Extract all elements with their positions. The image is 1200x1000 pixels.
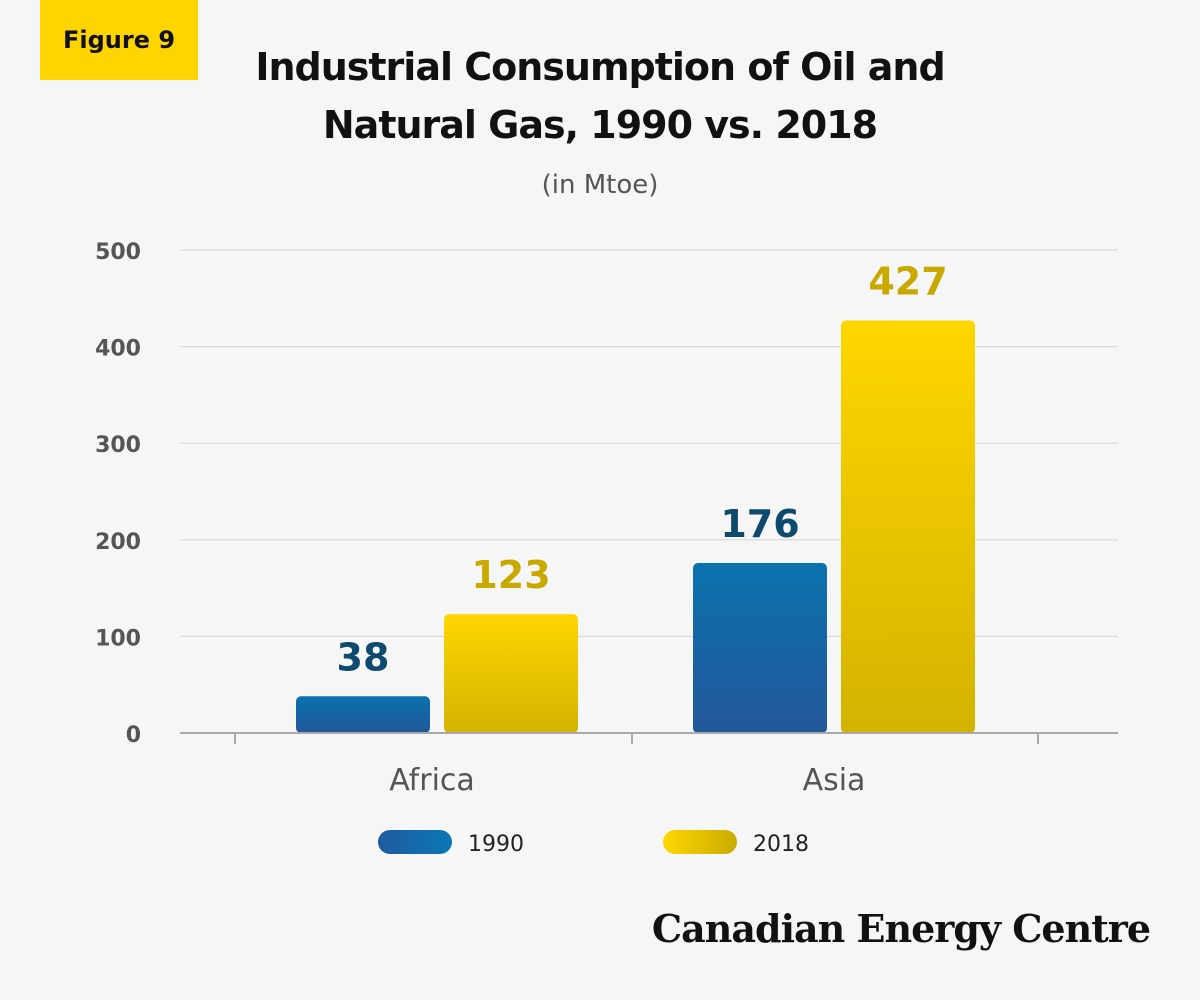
y-tick-label: 100 xyxy=(95,626,141,651)
y-tick-label: 400 xyxy=(95,337,141,362)
legend-label: 1990 xyxy=(468,832,524,857)
data-label: 38 xyxy=(337,635,390,679)
data-label: 176 xyxy=(720,502,799,546)
y-tick-label: 200 xyxy=(95,530,141,555)
chart-subtitle: (in Mtoe) xyxy=(541,170,659,200)
brand-logo-text: Canadian Energy Centre xyxy=(651,906,1151,951)
legend: 1990 2018 xyxy=(378,830,809,857)
bar-2018-africa xyxy=(444,614,578,733)
y-tick-label: 500 xyxy=(95,240,141,265)
y-axis: 0 100 200 300 400 500 xyxy=(95,240,141,748)
data-labels: 38 123 176 427 xyxy=(337,260,948,680)
gridlines xyxy=(180,249,1118,637)
figure-badge: Figure 9 xyxy=(40,0,198,80)
bar-2018-asia xyxy=(841,320,975,733)
y-tick-label: 300 xyxy=(95,433,141,458)
chart-title: Industrial Consumption of Oil and Natura… xyxy=(255,45,945,147)
data-label: 123 xyxy=(471,553,550,597)
legend-label: 2018 xyxy=(753,832,809,857)
x-axis: Africa Asia xyxy=(180,732,1118,798)
y-tick-label: 0 xyxy=(126,723,141,748)
bar-1990-africa xyxy=(296,696,430,733)
bars xyxy=(296,320,975,733)
data-label: 427 xyxy=(868,260,947,304)
bar-1990-asia xyxy=(693,562,827,733)
legend-swatch-1990 xyxy=(378,830,452,854)
x-tick-label: Asia xyxy=(803,763,866,798)
legend-swatch-2018 xyxy=(663,830,737,854)
x-tick-label: Africa xyxy=(389,763,475,798)
